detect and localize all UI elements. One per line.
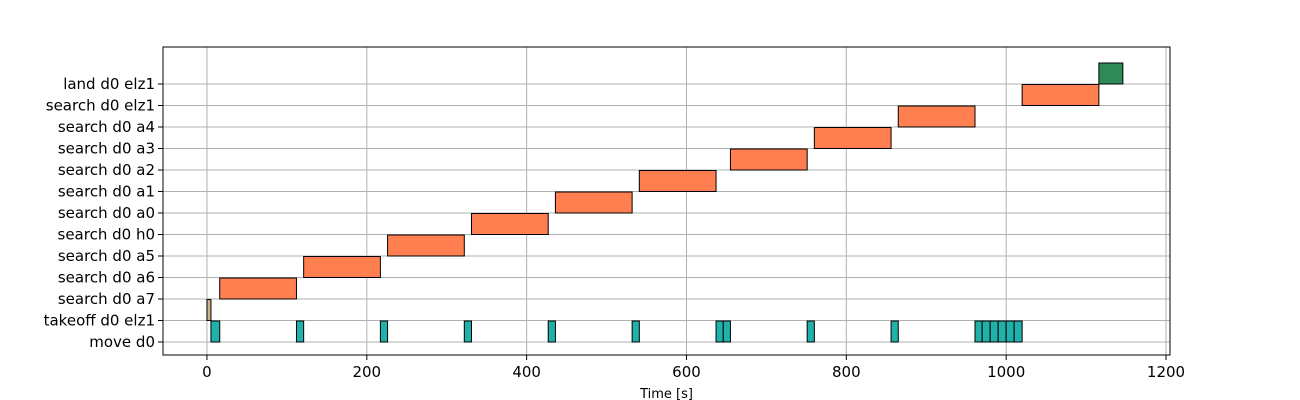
task-bars	[206, 62, 1124, 343]
task-bar-search	[1021, 84, 1100, 106]
axis-ticks: 0 200 400 600 800 1000 1200 move d0 takeoff d0 e…	[44, 75, 1185, 381]
task-bar-move	[989, 320, 999, 343]
task-bar-search	[554, 191, 633, 214]
task-bar-search	[219, 277, 297, 300]
task-bar-move	[722, 320, 731, 343]
task-bar-move	[379, 320, 389, 343]
task-bar-move	[1005, 320, 1015, 343]
task-bar-move	[547, 320, 556, 343]
y-tick-label: search d0 a3	[58, 140, 155, 158]
task-bar-move	[997, 320, 1007, 343]
task-bar-move	[210, 320, 221, 343]
y-tick-label: search d0 elz1	[46, 97, 155, 115]
task-bar-move	[974, 320, 983, 343]
task-bar-move	[715, 320, 724, 343]
x-axis-title: Time [s]	[639, 387, 693, 400]
task-bar-move	[463, 320, 472, 343]
y-tick-label: takeoff d0 elz1	[44, 312, 155, 330]
y-tick-label: search d0 a7	[58, 290, 155, 308]
x-tick-label: 1000	[987, 363, 1025, 381]
grid-lines	[163, 47, 1170, 355]
task-bar-search	[813, 127, 892, 149]
y-tick-label: land d0 elz1	[63, 75, 155, 93]
x-tick-label: 600	[672, 363, 701, 381]
y-tick-label: search d0 a6	[58, 269, 155, 287]
task-bar-search	[729, 148, 808, 171]
task-bar-move	[295, 320, 305, 343]
task-bar-search	[470, 213, 549, 235]
y-tick-label: search d0 a2	[58, 161, 155, 179]
x-tick-label: 400	[512, 363, 541, 381]
task-bar-move	[890, 320, 899, 343]
x-tick-label: 0	[202, 363, 212, 381]
task-bar-land	[1098, 62, 1124, 85]
x-tick-label: 200	[352, 363, 381, 381]
task-bar-move	[806, 320, 815, 343]
y-tick-label: search d0 h0	[58, 226, 155, 244]
y-tick-label: search d0 a1	[58, 183, 155, 201]
x-tick-label: 800	[832, 363, 861, 381]
task-bar-move	[631, 320, 640, 343]
task-bar-move	[981, 320, 991, 343]
y-tick-label: search d0 a0	[58, 204, 155, 222]
task-bar-search	[303, 256, 381, 278]
task-bar-takeoff	[206, 299, 212, 321]
y-tick-label: move d0	[89, 333, 155, 351]
y-tick-label: search d0 a5	[58, 247, 155, 265]
y-tick-label: search d0 a4	[58, 118, 155, 136]
task-bar-search	[897, 105, 976, 128]
task-bar-search	[387, 234, 465, 257]
task-bar-search	[638, 170, 717, 192]
task-bar-move	[1013, 320, 1023, 343]
x-tick-label: 1200	[1147, 363, 1185, 381]
plot-frame	[162, 46, 1171, 356]
